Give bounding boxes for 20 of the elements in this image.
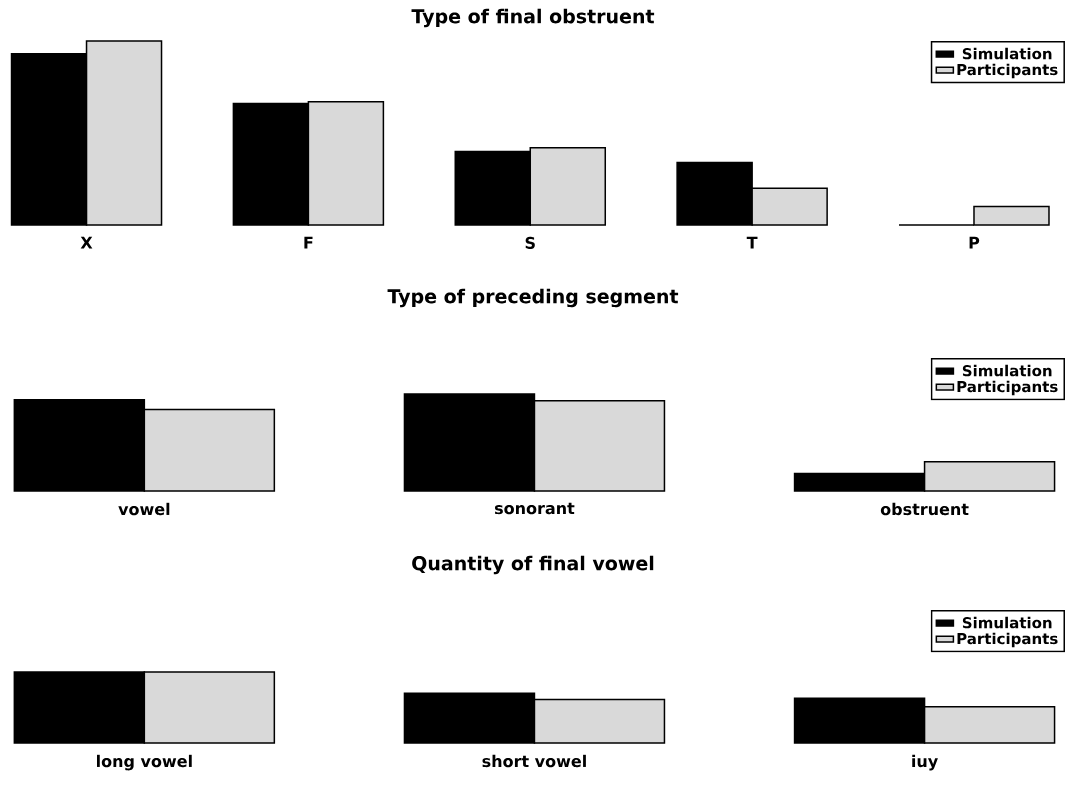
- x-tick-label: F: [304, 236, 313, 249]
- legend-label: Participants: [957, 380, 1058, 396]
- x-tick-label: S: [525, 236, 535, 249]
- legend-label: Simulation: [962, 364, 1052, 377]
- chart-title: Type of preceding segment: [387, 288, 679, 308]
- chart-title: Type of final obstruent: [411, 8, 655, 28]
- legend-label: Participants: [957, 632, 1058, 648]
- chart-title: Quantity of final vowel: [412, 555, 654, 575]
- x-tick-label: short vowel: [482, 754, 586, 768]
- x-tick-label: T: [746, 236, 758, 249]
- x-tick-label: iuy: [912, 754, 938, 771]
- x-tick-label: P: [969, 236, 980, 249]
- x-tick-label: sonorant: [494, 502, 575, 515]
- x-tick-label: X: [80, 236, 93, 249]
- legend-label: Simulation: [962, 47, 1052, 60]
- x-tick-label: obstruent: [880, 502, 969, 516]
- x-tick-label: long vowel: [96, 754, 192, 771]
- legend-label: Simulation: [962, 616, 1052, 629]
- x-tick-label: vowel: [118, 502, 170, 516]
- legend-label: Participants: [957, 63, 1058, 79]
